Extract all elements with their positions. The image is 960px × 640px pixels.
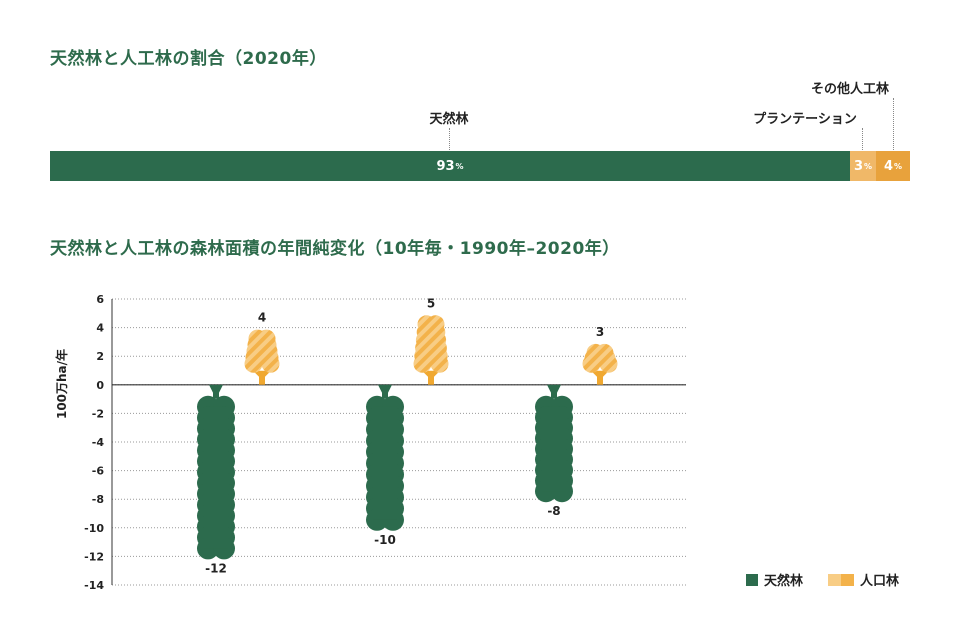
- planted-tree-2: 3: [582, 325, 618, 385]
- legend-natural-label: 天然林: [764, 574, 804, 589]
- change-chart: 6 4 2 0 -2 -4 -6 -8 -10 -12 -14 -12 -10 -8 4 5 3 100万ha…: [54, 293, 686, 592]
- y-tick-label: -12: [84, 550, 104, 563]
- legend-natural-swatch: [746, 573, 758, 586]
- segment-other-planted: 4%: [876, 151, 910, 181]
- segment-plantation-value: 3: [853, 158, 864, 174]
- y-tick-label: -8: [92, 493, 104, 506]
- y-tick-label: 4: [96, 322, 104, 335]
- planted-value-label: 5: [427, 296, 435, 310]
- gridlines: [111, 298, 686, 586]
- y-tick-label: -2: [92, 407, 104, 420]
- natural-tree-1: -10: [366, 384, 404, 547]
- natural-tree-0: -12: [197, 384, 235, 575]
- planted-value-label: 4: [258, 311, 266, 325]
- y-tick-label: 0: [96, 379, 104, 392]
- planted-trunk: [591, 370, 609, 385]
- y-tick-label: -10: [84, 522, 104, 535]
- natural-value-label: -8: [547, 504, 560, 518]
- segment-plantation: 3%: [850, 151, 876, 181]
- y-tick-label: 6: [96, 293, 104, 306]
- y-tick-label: -4: [92, 436, 105, 449]
- label-other-planted: その他人工林: [810, 82, 890, 97]
- y-tick-label: -6: [92, 465, 105, 478]
- label-natural: 天然林: [429, 112, 469, 127]
- legend-natural: 天然林: [746, 570, 803, 589]
- legend-planted: 人口林: [828, 570, 899, 589]
- segment-natural-value: 93: [436, 158, 455, 174]
- legend-planted-swatch: [828, 573, 854, 586]
- share-chart-title: 天然林と人工林の割合（2020年）: [50, 49, 327, 69]
- natural-tree-2: -8: [535, 384, 573, 518]
- segment-other-planted-value: 4: [883, 158, 894, 174]
- leader-other-planted: [893, 98, 894, 150]
- segment-natural: 93%: [50, 151, 850, 181]
- planted-tree-1: 5: [413, 296, 449, 385]
- natural-trunk: [209, 384, 223, 399]
- change-chart-title: 天然林と人工林の森林面積の年間純変化（10年毎・1990年–2020年）: [50, 239, 620, 259]
- y-tick-label: -14: [84, 579, 104, 592]
- y-tick-label: 2: [96, 350, 104, 363]
- segment-other-planted-unit: %: [894, 161, 903, 171]
- planted-trunk: [253, 370, 271, 385]
- segment-plantation-unit: %: [864, 161, 873, 171]
- planted-value-label: 3: [596, 325, 604, 339]
- tree-marks: -12 -10 -8 4 5 3: [197, 296, 618, 575]
- y-tick-labels: 6 4 2 0 -2 -4 -6 -8 -10 -12 -14: [84, 293, 104, 592]
- natural-trunk: [547, 384, 561, 399]
- natural-trunk: [378, 384, 392, 399]
- natural-value-label: -10: [374, 533, 396, 547]
- share-stacked-bar: 93% 3% 4%: [50, 151, 910, 181]
- natural-value-label: -12: [205, 561, 227, 575]
- leader-natural: [449, 128, 450, 150]
- planted-trunk: [422, 370, 440, 385]
- planted-tree-0: 4: [244, 311, 280, 385]
- leader-plantation: [862, 128, 863, 150]
- segment-natural-unit: %: [455, 161, 464, 171]
- label-plantation: プランテーション: [753, 112, 857, 127]
- legend-planted-label: 人口林: [860, 574, 900, 589]
- y-axis-label: 100万ha/年: [54, 349, 69, 419]
